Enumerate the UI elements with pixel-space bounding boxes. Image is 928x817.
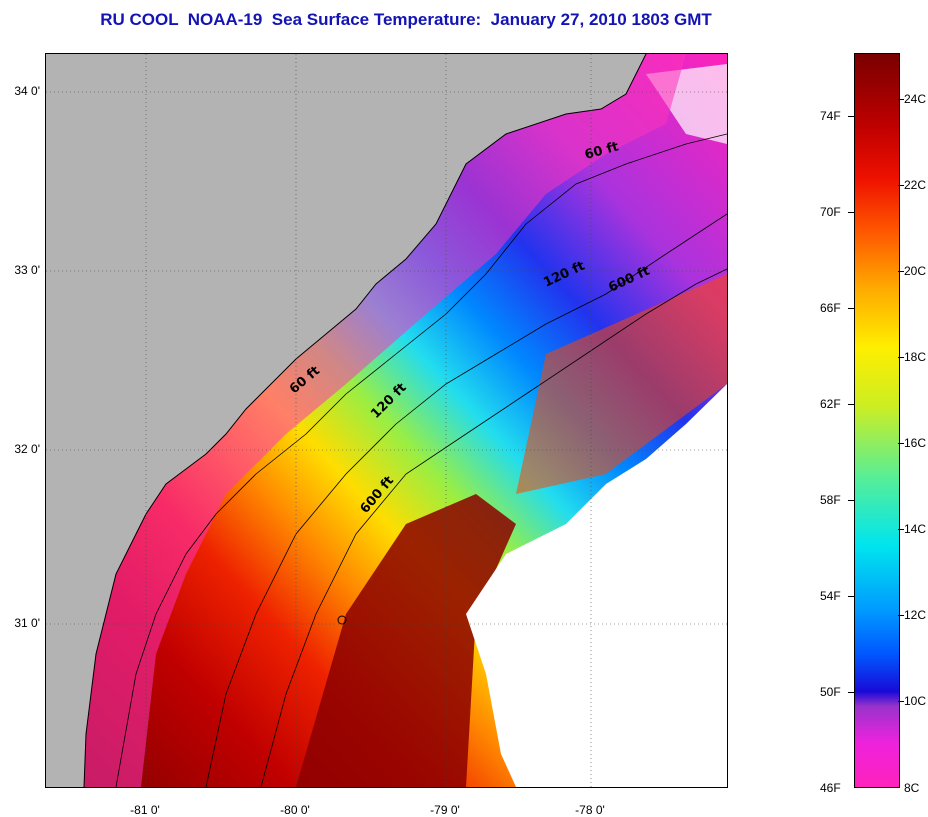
colorbar-tick-f xyxy=(848,596,854,597)
colorbar-tick-c xyxy=(898,271,904,272)
lat-label-31: 31 0' xyxy=(14,616,40,630)
colorbar-label-10c: 10C xyxy=(904,694,927,708)
colorbar-tick-f xyxy=(848,308,854,309)
colorbar-label-62f: 62F xyxy=(820,397,841,411)
sst-map-canvas: 60 ft 120 ft 600 ft 60 ft 120 ft 600 ft xyxy=(46,54,727,787)
colorbar-tick-f xyxy=(848,404,854,405)
coastline xyxy=(83,54,647,787)
colorbar-label-46f: 46F xyxy=(820,781,841,795)
sst-map[interactable]: 60 ft 120 ft 600 ft 60 ft 120 ft 600 ft xyxy=(45,53,728,788)
lat-label-32: 32 0' xyxy=(14,442,40,456)
colorbar-label-8c: 8C xyxy=(904,781,920,795)
isobath-120ft xyxy=(205,213,727,787)
colorbar-label-58f: 58F xyxy=(820,493,841,507)
colorbar-tick-c xyxy=(898,357,904,358)
colorbar-label-50f: 50F xyxy=(820,685,841,699)
colorbar-label-22c: 22C xyxy=(904,178,927,192)
warm-band xyxy=(516,274,727,494)
colorbar-tick-c xyxy=(898,185,904,186)
colorbar-tick-c xyxy=(898,701,904,702)
colorbar-tick-c xyxy=(898,529,904,530)
colorbar-tick-f xyxy=(848,116,854,117)
colorbar-tick-c xyxy=(898,443,904,444)
lon-label-81: -81 0' xyxy=(130,803,160,817)
map-title: RU COOL NOAA-19 Sea Surface Temperature:… xyxy=(100,10,712,29)
colorbar-tick-f xyxy=(848,500,854,501)
colorbar-tick-c xyxy=(898,615,904,616)
temperature-colorbar xyxy=(854,53,900,788)
colorbar-label-16c: 16C xyxy=(904,436,927,450)
colorbar-label-54f: 54F xyxy=(820,589,841,603)
colorbar-tick-f xyxy=(848,212,854,213)
colorbar-label-18c: 18C xyxy=(904,350,927,364)
colorbar-label-20c: 20C xyxy=(904,264,927,278)
nearshore-cold-water xyxy=(84,54,686,787)
colorbar-label-24c: 24C xyxy=(904,92,927,106)
colorbar-label-66f: 66F xyxy=(820,301,841,315)
cloud-mask-east xyxy=(466,354,727,787)
lat-label-34: 34 0' xyxy=(14,84,40,98)
colorbar-label-74f: 74F xyxy=(820,109,841,123)
lon-label-78: -78 0' xyxy=(575,803,605,817)
land-mass xyxy=(46,54,646,787)
colorbar-label-14c: 14C xyxy=(904,522,927,536)
gulf-stream-core xyxy=(296,494,516,787)
colorbar-label-12c: 12C xyxy=(904,608,927,622)
isobath-600ft xyxy=(260,268,727,787)
colorbar-label-70f: 70F xyxy=(820,205,841,219)
colorbar-tick-c xyxy=(898,99,904,100)
graticule xyxy=(46,54,727,787)
colorbar-tick-f xyxy=(848,692,854,693)
lon-label-80: -80 0' xyxy=(280,803,310,817)
lat-label-33: 33 0' xyxy=(14,263,40,277)
lon-label-79: -79 0' xyxy=(430,803,460,817)
isobath-60ft xyxy=(115,133,727,787)
